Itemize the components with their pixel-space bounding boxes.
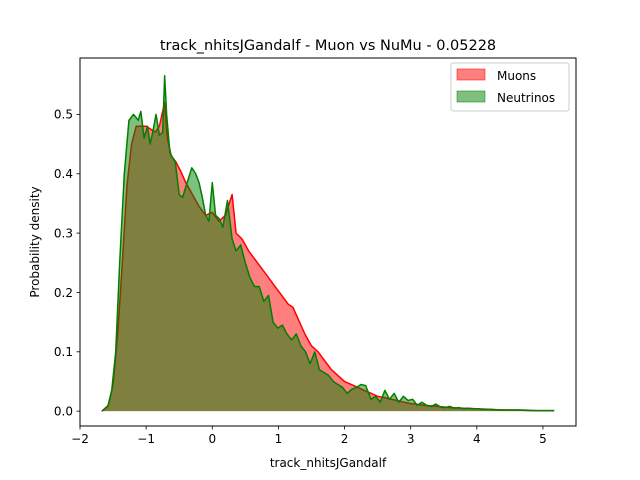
y-tick-label: 0.0 xyxy=(54,404,73,418)
x-axis-ticks: −2 −1 0 1 2 3 4 5 xyxy=(71,426,547,446)
x-tick-label: −2 xyxy=(71,432,89,446)
x-tick-label: 2 xyxy=(341,432,349,446)
chart-title: track_nhitsJGandalf - Muon vs NuMu - 0.0… xyxy=(160,38,496,54)
x-tick-label: 1 xyxy=(275,432,283,446)
y-tick-label: 0.1 xyxy=(54,345,73,359)
y-axis-ticks: 0.0 0.1 0.2 0.3 0.4 0.5 xyxy=(54,108,80,418)
legend-label-neutrinos: Neutrinos xyxy=(497,91,555,105)
y-tick-label: 0.2 xyxy=(54,286,73,300)
x-axis-label: track_nhitsJGandalf xyxy=(270,456,387,470)
x-tick-label: 3 xyxy=(407,432,415,446)
x-tick-label: 0 xyxy=(208,432,216,446)
x-tick-label: 5 xyxy=(539,432,547,446)
y-tick-label: 0.4 xyxy=(54,167,73,181)
legend-swatch-neutrinos xyxy=(456,90,486,103)
series-layer xyxy=(101,75,555,412)
y-axis-label: Probability density xyxy=(28,186,42,297)
legend: Muons Neutrinos xyxy=(450,62,570,112)
y-tick-label: 0.3 xyxy=(54,226,73,240)
legend-label-muons: Muons xyxy=(497,69,536,83)
x-tick-label: −1 xyxy=(137,432,155,446)
y-tick-label: 0.5 xyxy=(54,108,73,122)
series-line-neutrinos xyxy=(101,75,555,412)
axes-frame xyxy=(79,57,577,427)
legend-swatch-muons xyxy=(456,68,486,81)
plot-area xyxy=(79,57,577,427)
area-fill-neutrinos xyxy=(101,75,555,412)
x-tick-label: 4 xyxy=(473,432,481,446)
